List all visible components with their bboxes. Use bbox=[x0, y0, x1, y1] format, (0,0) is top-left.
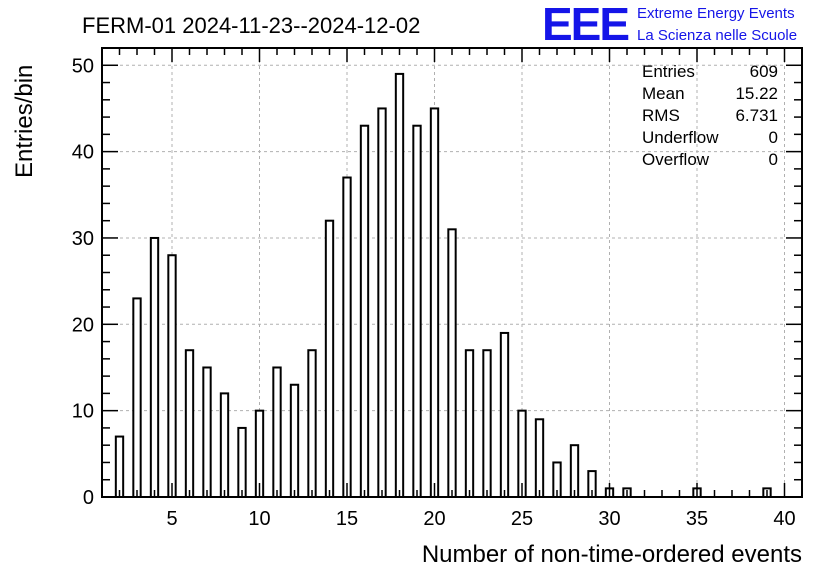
x-tick-label: 40 bbox=[773, 508, 795, 530]
histogram-bar bbox=[184, 349, 195, 499]
histogram-bar bbox=[272, 366, 282, 498]
stats-label: Underflow bbox=[642, 128, 719, 147]
eee-logo: EEE Extreme Energy Events La Scienza nel… bbox=[542, 0, 797, 50]
histogram-bar bbox=[132, 297, 142, 498]
histogram-bar bbox=[167, 254, 177, 498]
stats-box: Entries 609 Mean 15.22 RMS 6.731 Underflow 0 Ove… bbox=[642, 62, 778, 169]
y-tick-label: 30 bbox=[72, 228, 94, 250]
histogram-bar bbox=[219, 392, 230, 498]
stats-label: Entries bbox=[642, 62, 695, 81]
x-tick-label: 15 bbox=[336, 508, 358, 530]
stats-value: 0 bbox=[769, 150, 778, 169]
stats-value: 15.22 bbox=[735, 84, 778, 103]
x-tick-label: 35 bbox=[686, 508, 708, 530]
histogram-bar bbox=[307, 349, 317, 499]
histogram-bar bbox=[359, 124, 370, 498]
histogram-bar bbox=[447, 228, 457, 498]
x-tick-label: 5 bbox=[166, 508, 177, 530]
stats-value: 6.731 bbox=[735, 106, 778, 125]
y-tick-label: 20 bbox=[72, 314, 94, 336]
x-tick-label: 10 bbox=[248, 508, 270, 530]
x-tick-label: 30 bbox=[598, 508, 620, 530]
histogram-bar bbox=[149, 236, 160, 498]
x-tick-label: 25 bbox=[511, 508, 533, 530]
logo-line-2: La Scienza nelle Scuole bbox=[637, 27, 797, 44]
x-axis-label: Number of non-time-ordered events bbox=[422, 541, 802, 568]
x-tick-label: 20 bbox=[423, 508, 445, 530]
histogram-bar bbox=[569, 444, 580, 499]
stats-label: Mean bbox=[642, 84, 685, 103]
histogram-bar bbox=[412, 124, 422, 498]
histogram-bar bbox=[377, 107, 387, 498]
chart-title: FERM-01 2024-11-23--2024-12-02 bbox=[82, 13, 420, 38]
histogram-bar bbox=[534, 418, 545, 498]
axis-tick-labels: 5 10 15 20 25 30 35 40 0 10 20 30 40 50 bbox=[72, 55, 796, 530]
histogram-bar bbox=[464, 349, 475, 499]
histogram-bar bbox=[482, 349, 492, 499]
logo-line-1: Extreme Energy Events bbox=[637, 5, 795, 22]
histogram-bar bbox=[114, 435, 125, 498]
histogram-bar bbox=[394, 72, 405, 499]
y-tick-label: 0 bbox=[83, 487, 94, 509]
axis-ticks bbox=[101, 47, 803, 498]
histogram-bar bbox=[342, 176, 352, 498]
stats-label: Overflow bbox=[642, 150, 710, 169]
y-tick-label: 40 bbox=[72, 142, 94, 164]
histogram-bar bbox=[324, 219, 335, 498]
logo-mark: EEE bbox=[542, 0, 628, 50]
y-axis-label: Entries/bin bbox=[11, 65, 38, 178]
histogram-bar bbox=[429, 107, 440, 498]
histogram-bar bbox=[499, 331, 510, 499]
stats-value: 0 bbox=[769, 128, 778, 147]
stats-value: 609 bbox=[750, 62, 778, 81]
y-tick-label: 10 bbox=[72, 401, 94, 423]
histogram-bar bbox=[237, 426, 247, 498]
y-tick-label: 50 bbox=[72, 55, 94, 77]
stats-label: RMS bbox=[642, 106, 680, 125]
histogram-bar bbox=[202, 366, 212, 498]
histogram-bar bbox=[289, 383, 300, 498]
